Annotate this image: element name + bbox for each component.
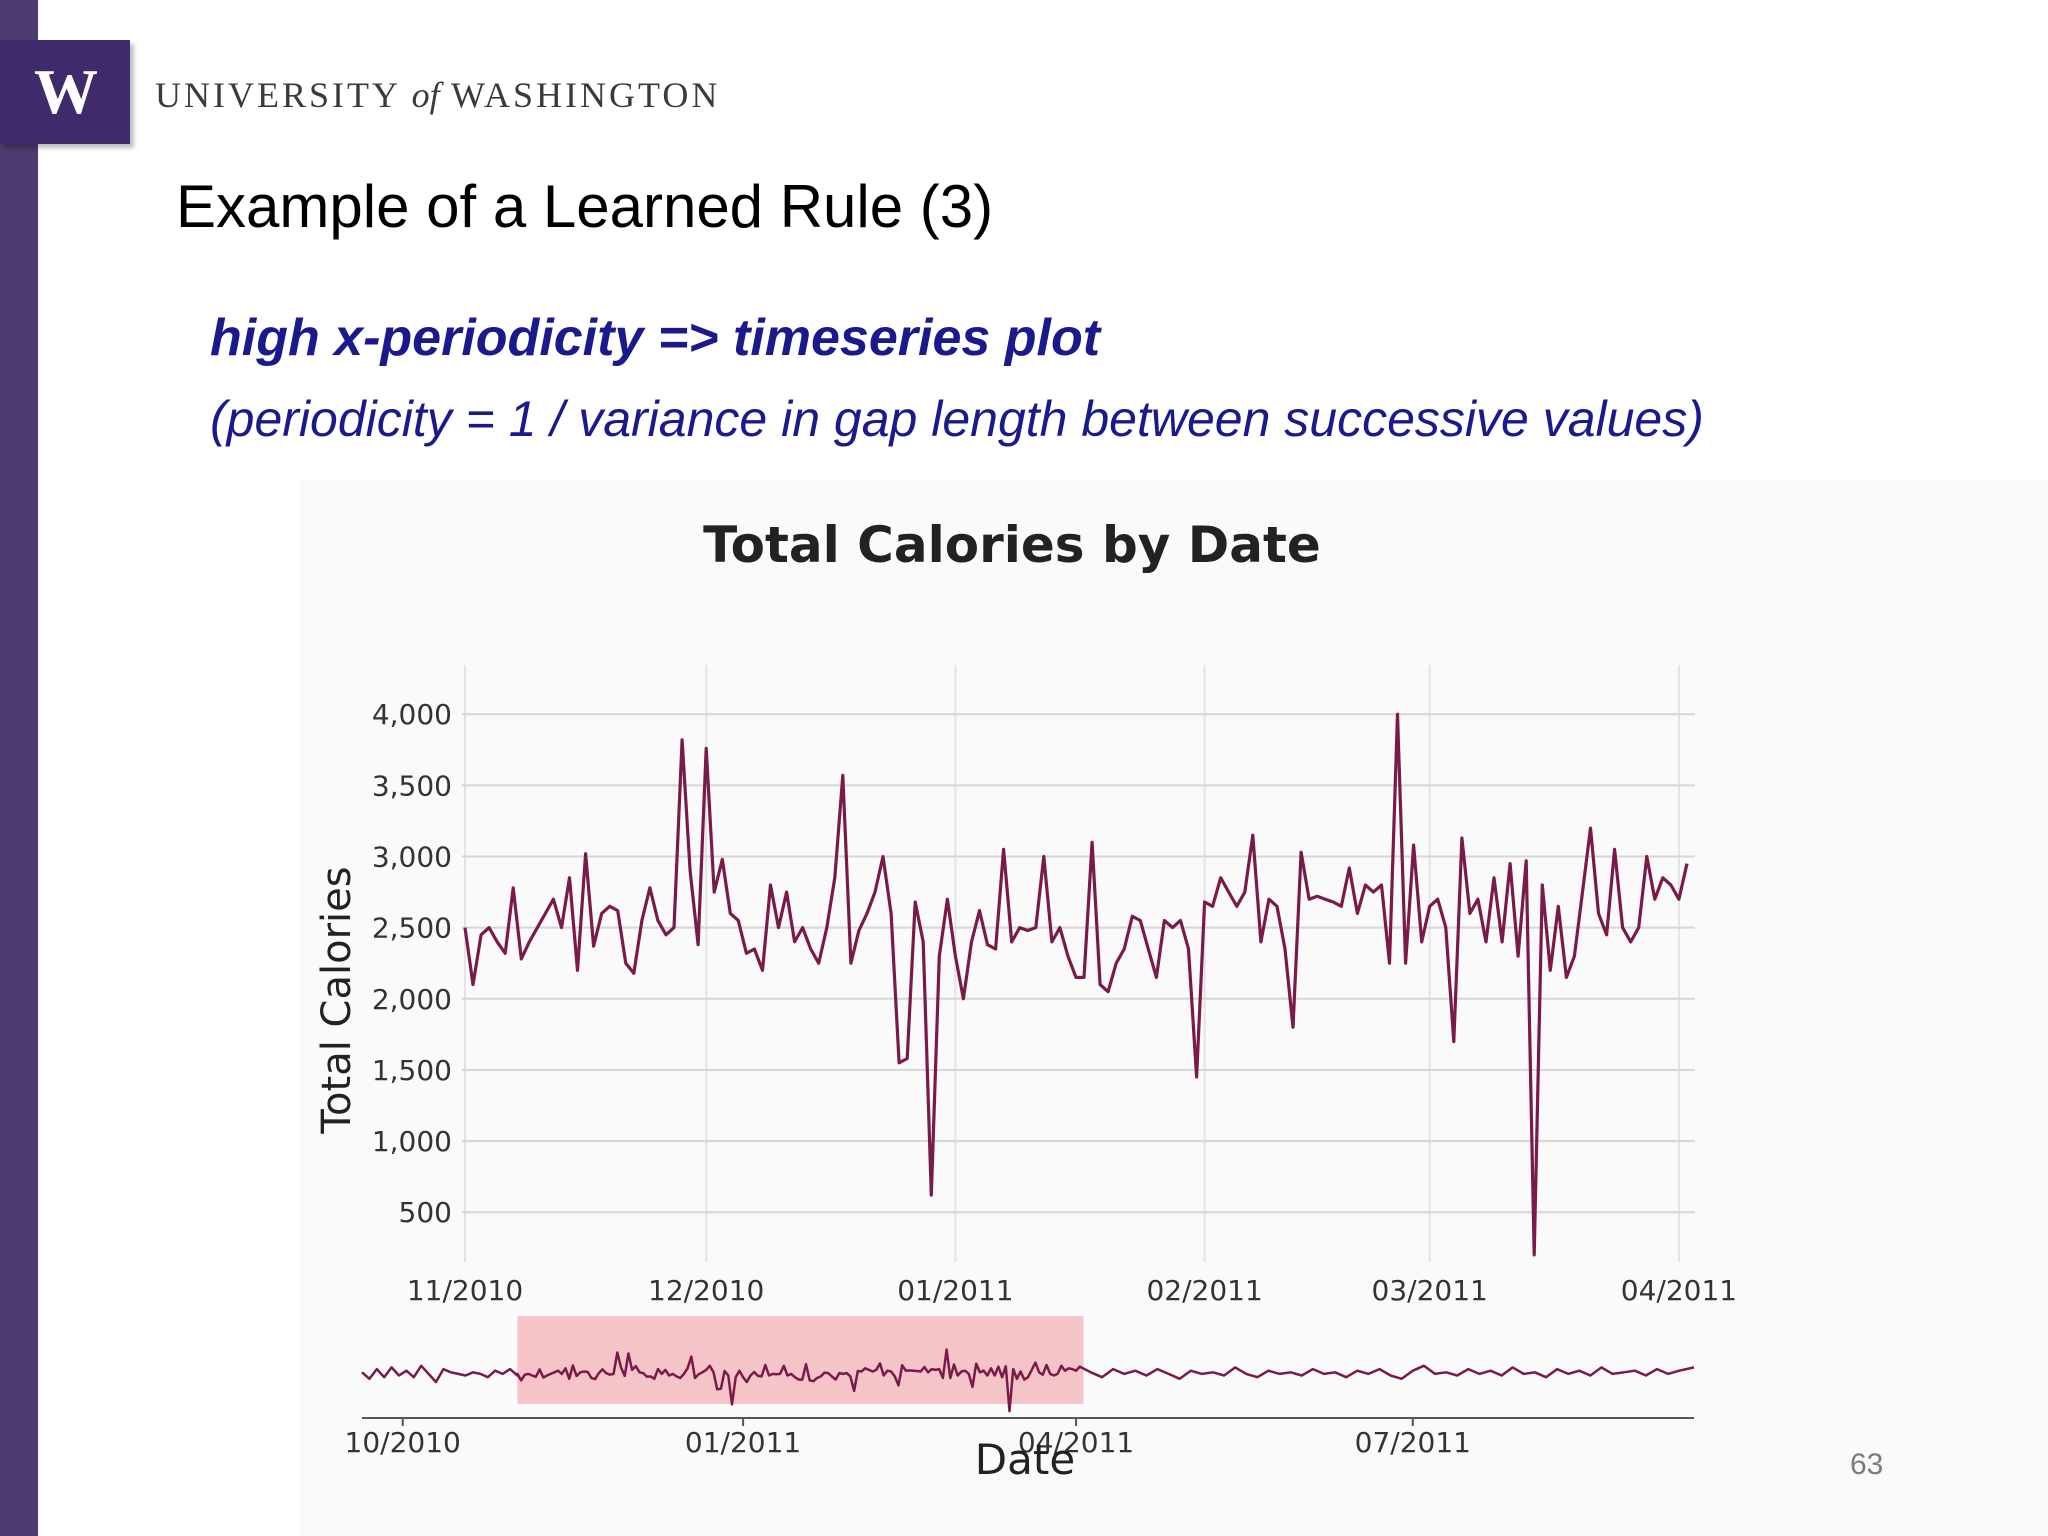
- university-name-of: of: [411, 75, 440, 115]
- left-accent-bar: [0, 0, 38, 1536]
- main-chart-y-tick-label: 1,000: [372, 1125, 452, 1158]
- main-chart-title: Total Calories by Date: [703, 516, 1321, 574]
- main-chart-x-tick-label: 04/2011: [1621, 1274, 1737, 1307]
- main-chart-y-tick-labels: 500 1,000 1,500 2,000 2,500 3,000 3,500 4,000: [372, 698, 452, 1229]
- main-chart-series-line: [463, 712, 1689, 1257]
- page-number: 63: [1850, 1448, 1884, 1481]
- main-chart-x-tick-label: 12/2010: [648, 1274, 764, 1307]
- main-chart-y-tick-label: 3,000: [372, 841, 452, 874]
- university-name-part2: WASHINGTON: [451, 75, 721, 115]
- university-name-part1: UNIVERSITY: [155, 75, 400, 115]
- main-chart-y-tick-label: 2,000: [372, 983, 452, 1016]
- rule-definition-note: (periodicity = 1 / variance in gap lengt…: [210, 391, 1704, 447]
- overview-x-tick-label: 07/2011: [1355, 1426, 1471, 1459]
- main-chart-y-tick-label: 3,500: [372, 769, 452, 802]
- main-chart-horizontal-gridlines: [462, 713, 1695, 1214]
- overview-x-axis-label: Date: [975, 1435, 1075, 1484]
- main-chart-x-tick-labels: 11/2010 12/2010 01/2011 02/2011 03/2011 04/20…: [407, 1274, 1737, 1307]
- uw-logo: W: [0, 40, 130, 144]
- main-chart-x-tick-label: 11/2010: [407, 1274, 523, 1307]
- main-chart-x-tick-label: 03/2011: [1372, 1274, 1488, 1307]
- main-chart-y-tick-label: 2,500: [372, 912, 452, 945]
- overview-brush-selection[interactable]: [517, 1316, 1084, 1404]
- learned-rule: high x-periodicity => timeseries plot: [210, 309, 1101, 367]
- main-chart-y-axis-label: Total Calories: [314, 866, 360, 1134]
- overview-x-tick-label: 04/2011: [1018, 1426, 1134, 1459]
- main-chart-x-tick-label: 01/2011: [897, 1274, 1013, 1307]
- logo-letter: W: [34, 56, 98, 127]
- main-chart-y-tick-label: 4,000: [372, 698, 452, 731]
- slide-title: Example of a Learned Rule (3): [176, 173, 994, 240]
- overview-x-tick-labels: 10/2010 01/2011 04/2011 07/2011: [345, 1418, 1471, 1459]
- overview-x-tick-label: 10/2010: [345, 1426, 461, 1459]
- main-chart-y-tick-label: 500: [399, 1196, 452, 1229]
- main-chart-x-tick-label: 02/2011: [1146, 1274, 1262, 1307]
- overview-series-line: [361, 1348, 1695, 1413]
- university-name: UNIVERSITY of WASHINGTON: [155, 74, 720, 116]
- overview-x-tick-label: 01/2011: [685, 1426, 801, 1459]
- main-chart-y-tick-label: 1,500: [372, 1054, 452, 1087]
